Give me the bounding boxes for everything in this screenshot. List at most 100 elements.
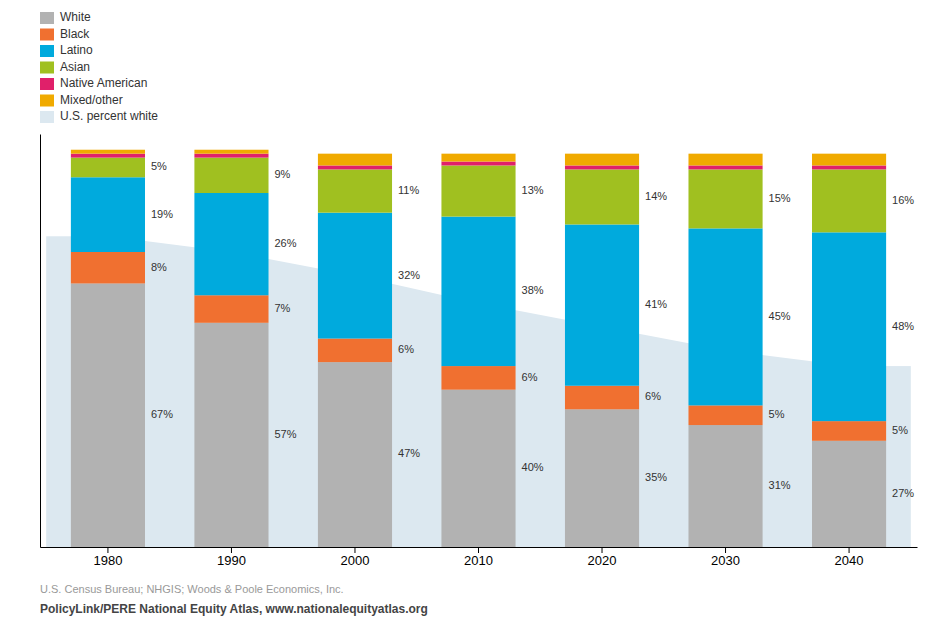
data-label: 45% [769, 310, 791, 322]
legend-label: U.S. percent white [60, 109, 158, 123]
legend-item: Black [40, 27, 90, 41]
bar-segment [194, 193, 268, 295]
bar-segment [71, 283, 145, 547]
legend-swatch [40, 45, 54, 57]
legend-swatch [40, 95, 54, 107]
data-label: 31% [769, 479, 791, 491]
x-tick-label: 1990 [217, 553, 246, 568]
bar-segment [565, 409, 639, 547]
x-tick: 2000 [341, 547, 370, 568]
bar-segment [688, 405, 762, 425]
bar-segment [441, 154, 515, 162]
data-label: 5% [151, 160, 167, 172]
x-tick-label: 2000 [341, 553, 370, 568]
bar-segment [194, 150, 268, 154]
data-label: 6% [645, 390, 661, 402]
legend-swatch [40, 78, 54, 90]
bar-segment [194, 158, 268, 193]
bar-segment [441, 165, 515, 216]
bar-segment [194, 323, 268, 547]
x-tick: 2010 [464, 547, 493, 568]
chart: 67%57%47%40%35%31%27%8%7%6%6%6%5%5%19%26… [0, 0, 947, 631]
data-label: 35% [645, 471, 667, 483]
bar-segment [71, 177, 145, 252]
bar-segment [812, 421, 886, 441]
data-label: 14% [645, 190, 667, 202]
data-label: 32% [398, 269, 420, 281]
x-tick-mark [725, 547, 726, 553]
data-label: 6% [522, 371, 538, 383]
bar-segment [565, 169, 639, 224]
bar-segment [688, 169, 762, 228]
legend-item: U.S. percent white [40, 109, 158, 123]
bar-segment [318, 169, 392, 212]
x-tick-label: 2030 [711, 553, 740, 568]
x-tick-mark [354, 547, 355, 553]
bar-segment [565, 386, 639, 410]
legend-swatch [40, 111, 54, 123]
legend-swatch [40, 62, 54, 74]
bar-segment [688, 154, 762, 166]
bar-segment [812, 441, 886, 547]
bar-segment [441, 162, 515, 166]
annotation: PolicyLink/PERE National Equity Atlas, w… [40, 602, 428, 616]
data-label: 8% [151, 261, 167, 273]
data-label: 13% [522, 184, 544, 196]
bar-segment [441, 366, 515, 390]
data-label: 7% [275, 302, 291, 314]
bar-segment [812, 154, 886, 166]
data-label: 57% [275, 428, 297, 440]
bar-segment [194, 154, 268, 158]
data-label: 67% [151, 408, 173, 420]
data-label: 6% [398, 343, 414, 355]
x-tick: 2020 [588, 547, 617, 568]
data-label: 40% [522, 461, 544, 473]
bar-segment [565, 154, 639, 166]
bar-segment [318, 213, 392, 339]
x-tick-mark [849, 547, 850, 553]
data-label: 47% [398, 447, 420, 459]
legend-swatch [40, 29, 54, 41]
legend-swatch [40, 12, 54, 24]
bar-segment [812, 232, 886, 421]
bar-segment [318, 339, 392, 363]
data-label: 16% [892, 194, 914, 206]
x-tick: 2040 [835, 547, 864, 568]
legend-item: White [40, 10, 91, 24]
legend-label: Black [60, 27, 90, 41]
data-label: 19% [151, 208, 173, 220]
legend-label: Mixed/other [60, 93, 123, 107]
bar-segment [194, 295, 268, 323]
bar-segment [71, 150, 145, 154]
data-label: 48% [892, 320, 914, 332]
x-tick-mark [107, 547, 108, 553]
data-label: 5% [892, 424, 908, 436]
legend-label: Native American [60, 76, 147, 90]
x-tick-mark [231, 547, 232, 553]
legend-label: Asian [60, 60, 90, 74]
legend: White Black Latino Asian Native American Mixe… [40, 10, 158, 123]
bar-segment [565, 165, 639, 169]
bar-segment [441, 390, 515, 547]
x-tick: 2030 [711, 547, 740, 568]
x-tick-mark [478, 547, 479, 553]
y-axis [40, 135, 41, 548]
bar-segment [565, 224, 639, 385]
bar-segment [688, 228, 762, 405]
bar-segment [318, 165, 392, 169]
bar-segment [318, 154, 392, 166]
x-tick: 1980 [93, 547, 122, 568]
data-label: 5% [769, 408, 785, 420]
x-tick-label: 2040 [835, 553, 864, 568]
data-label: 41% [645, 298, 667, 310]
x-tick-label: 2010 [464, 553, 493, 568]
x-tick-label: 1980 [93, 553, 122, 568]
plot: 67%57%47%40%35%31%27%8%7%6%6%6%5%5%19%26… [41, 135, 918, 569]
legend-item: Latino [40, 43, 93, 57]
data-label: 9% [275, 168, 291, 180]
data-labels: 67%57%47%40%35%31%27%8%7%6%6%6%5%5%19%26… [151, 160, 914, 498]
legend-label: Latino [60, 43, 93, 57]
x-tick-mark [602, 547, 603, 553]
data-label: 15% [769, 192, 791, 204]
x-tick: 1990 [217, 547, 246, 568]
